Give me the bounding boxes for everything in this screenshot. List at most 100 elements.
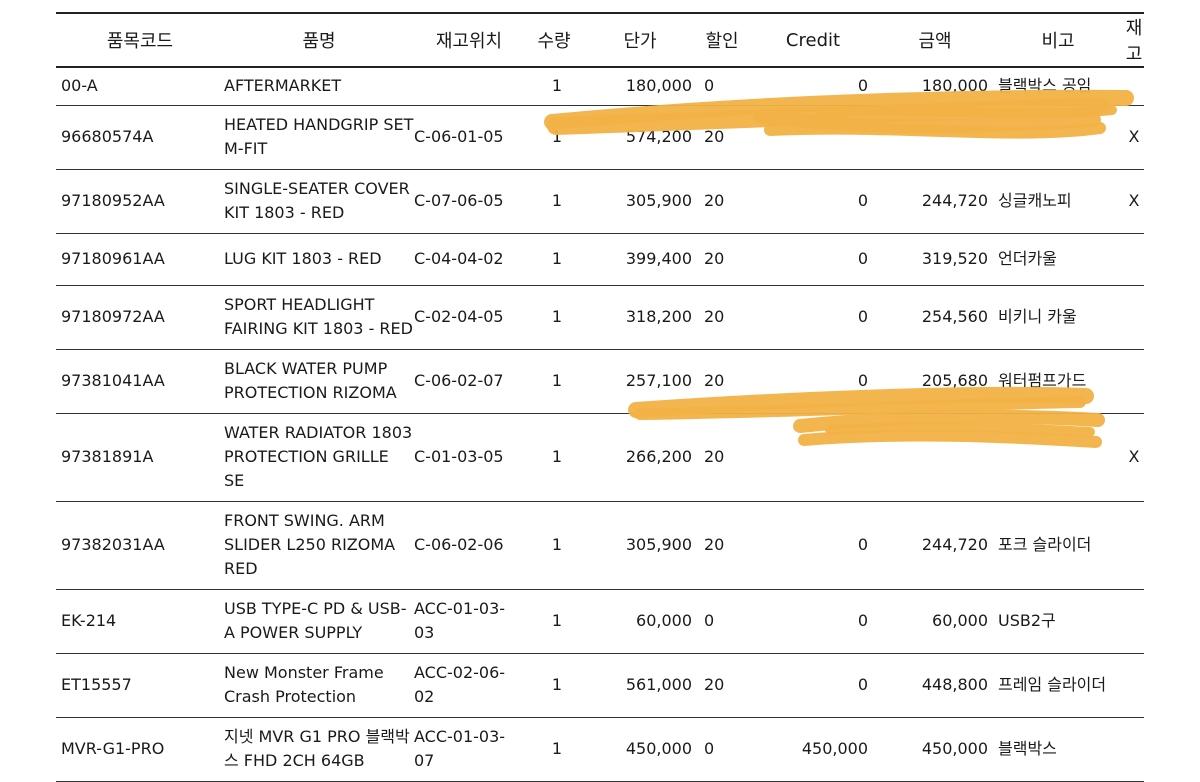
cell-amount: 244,720 [878, 169, 992, 234]
table-body: 00-A AFTERMARKET 1 180,000 0 0 180,000 블랙박스 공임 9… [56, 67, 1144, 782]
cell-credit: 0 [748, 653, 878, 718]
cell-qty: 1 [524, 501, 584, 590]
cell-location: C-06-02-06 [414, 501, 524, 590]
cell-code: MVR-G1-PRO [56, 717, 224, 782]
cell-credit [748, 413, 878, 502]
cell-amount: 450,000 [878, 717, 992, 782]
cell-discount: 0 [696, 589, 748, 654]
cell-discount: 20 [696, 653, 748, 718]
cell-location: ACC-01-03-03 [414, 589, 524, 654]
cell-discount: 0 [696, 717, 748, 782]
cell-discount: 20 [696, 501, 748, 590]
cell-credit: 0 [748, 589, 878, 654]
cell-unit-price: 180,000 [584, 67, 696, 106]
header-location: 재고위치 [414, 12, 524, 68]
table-row: 97180952AA SINGLE-SEATER COVER KIT 1803 -… [56, 169, 1144, 234]
cell-stock: X [1124, 413, 1144, 502]
table-row: ET15557 New Monster Frame Crash Protectio… [56, 653, 1144, 718]
cell-code: 97180961AA [56, 233, 224, 286]
cell-unit-price: 561,000 [584, 653, 696, 718]
cell-credit: 0 [748, 233, 878, 286]
cell-discount: 20 [696, 233, 748, 286]
cell-unit-price: 574,200 [584, 105, 696, 170]
cell-credit [748, 105, 878, 170]
cell-stock [1124, 717, 1144, 782]
cell-location: C-06-01-05 [414, 105, 524, 170]
cell-unit-price: 305,900 [584, 501, 696, 590]
cell-name: SPORT HEADLIGHT FAIRING KIT 1803 - RED [224, 285, 414, 350]
cell-amount: 180,000 [878, 67, 992, 106]
parts-sheet: 품목코드 품명 재고위치 수량 단가 할인 Credit 금액 비고 재고 00… [56, 12, 1144, 782]
table-row: 97381041AA BLACK WATER PUMP PROTECTION RI… [56, 349, 1144, 414]
cell-location: ACC-02-06-02 [414, 653, 524, 718]
cell-location: C-01-03-05 [414, 413, 524, 502]
cell-note: 프레임 슬라이더 [992, 653, 1124, 718]
cell-note: 워터펌프가드 [992, 349, 1124, 414]
cell-stock [1124, 67, 1144, 106]
cell-name: 지넷 MVR G1 PRO 블랙박스 FHD 2CH 64GB [224, 717, 414, 782]
cell-location: C-04-04-02 [414, 233, 524, 286]
cell-note: 싱글캐노피 [992, 169, 1124, 234]
cell-amount: 244,720 [878, 501, 992, 590]
table-row: EK-214 USB TYPE-C PD & USB-A POWER SUPPLY… [56, 589, 1144, 654]
cell-amount: 60,000 [878, 589, 992, 654]
cell-credit: 0 [748, 285, 878, 350]
cell-note: 비키니 카울 [992, 285, 1124, 350]
header-stock: 재고 [1124, 12, 1144, 68]
cell-discount: 20 [696, 413, 748, 502]
cell-note: 포크 슬라이더 [992, 501, 1124, 590]
cell-stock: X [1124, 169, 1144, 234]
cell-unit-price: 305,900 [584, 169, 696, 234]
cell-code: 00-A [56, 67, 224, 106]
cell-qty: 1 [524, 105, 584, 170]
cell-qty: 1 [524, 233, 584, 286]
cell-stock [1124, 285, 1144, 350]
table-row: MVR-G1-PRO 지넷 MVR G1 PRO 블랙박스 FHD 2CH 64G… [56, 717, 1144, 782]
cell-unit-price: 257,100 [584, 349, 696, 414]
cell-credit: 0 [748, 169, 878, 234]
table-row: 96680574A HEATED HANDGRIP SET M-FIT C-06-0… [56, 105, 1144, 170]
cell-note [992, 413, 1124, 502]
cell-code: 97381891A [56, 413, 224, 502]
cell-qty: 1 [524, 285, 584, 350]
cell-stock [1124, 233, 1144, 286]
parts-table: 품목코드 품명 재고위치 수량 단가 할인 Credit 금액 비고 재고 00… [56, 12, 1144, 782]
cell-code: EK-214 [56, 589, 224, 654]
cell-discount: 20 [696, 105, 748, 170]
cell-qty: 1 [524, 413, 584, 502]
cell-name: WATER RADIATOR 1803 PROTECTION GRILLE SE [224, 413, 414, 502]
cell-location: C-07-06-05 [414, 169, 524, 234]
cell-note: USB2구 [992, 589, 1124, 654]
header-name: 품명 [224, 12, 414, 68]
cell-credit: 0 [748, 67, 878, 106]
cell-amount [878, 413, 992, 502]
cell-stock [1124, 653, 1144, 718]
header-note: 비고 [992, 12, 1124, 68]
cell-name: HEATED HANDGRIP SET M-FIT [224, 105, 414, 170]
cell-note: 블랙박스 공임 [992, 67, 1124, 106]
cell-credit: 0 [748, 501, 878, 590]
cell-location: C-02-04-05 [414, 285, 524, 350]
cell-unit-price: 450,000 [584, 717, 696, 782]
cell-location: ACC-01-03-07 [414, 717, 524, 782]
cell-name: New Monster Frame Crash Protection [224, 653, 414, 718]
cell-stock [1124, 501, 1144, 590]
table-row: 97381891A WATER RADIATOR 1803 PROTECTION … [56, 413, 1144, 502]
cell-credit: 0 [748, 349, 878, 414]
cell-code: 97382031AA [56, 501, 224, 590]
cell-name: USB TYPE-C PD & USB-A POWER SUPPLY [224, 589, 414, 654]
header-unit-price: 단가 [584, 12, 696, 68]
header-row: 품목코드 품명 재고위치 수량 단가 할인 Credit 금액 비고 재고 [56, 12, 1144, 68]
table-row: 97180961AA LUG KIT 1803 - RED C-04-04-02 1 3… [56, 233, 1144, 286]
cell-stock [1124, 589, 1144, 654]
cell-amount: 254,560 [878, 285, 992, 350]
cell-note [992, 105, 1124, 170]
cell-name: AFTERMARKET [224, 67, 414, 106]
header-qty: 수량 [524, 12, 584, 68]
table-row: 97180972AA SPORT HEADLIGHT FAIRING KIT 18… [56, 285, 1144, 350]
cell-note: 언더카울 [992, 233, 1124, 286]
cell-unit-price: 266,200 [584, 413, 696, 502]
cell-qty: 1 [524, 169, 584, 234]
cell-code: 97180972AA [56, 285, 224, 350]
cell-amount: 205,680 [878, 349, 992, 414]
